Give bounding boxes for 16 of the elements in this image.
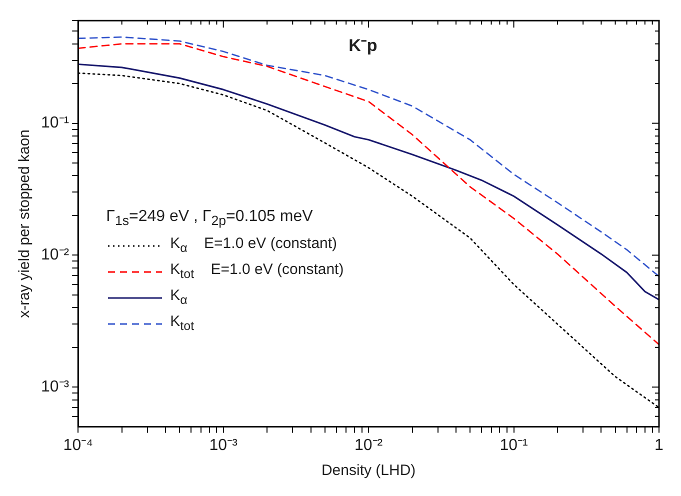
y-tick-label: 10⁻¹: [41, 114, 70, 132]
text: K⁻p: [348, 34, 378, 56]
x-tick-label: 10⁻¹: [500, 436, 528, 454]
y-axis-title: x-ray yield per stopped kaon: [16, 129, 34, 318]
legend-label: K$_{tot}$: [170, 312, 194, 335]
text: K$_{α}$ E=1.0 eV (constant): [170, 234, 338, 255]
y-tick-label: 10⁻²: [41, 246, 70, 264]
x-axis-title: Density (LHD): [321, 462, 416, 480]
y-tick-label: 10⁻³: [41, 378, 70, 396]
legend-label: K$_{α}$: [170, 286, 188, 309]
x-tick-label: 10⁻⁴: [63, 436, 94, 454]
x-tick-label: 1: [654, 436, 664, 454]
text: K$_{tot}$ E=1.0 eV (constant): [170, 260, 344, 281]
x-tick-label: 10⁻²: [354, 436, 384, 454]
x-tick-label: 10⁻³: [209, 436, 238, 454]
legend-title: Γ$_{1s}$=249 eV , Γ$_{2p}$=0.105 meV: [106, 207, 314, 231]
